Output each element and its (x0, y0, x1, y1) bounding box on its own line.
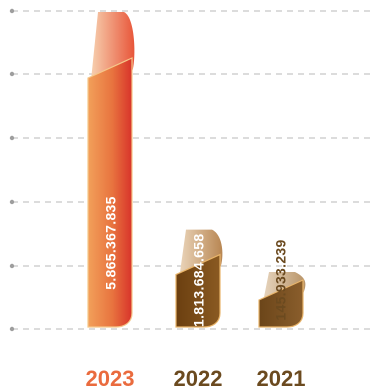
value-label-2023: 5.865.367.835 (103, 196, 119, 289)
bar-2023 (87, 12, 135, 328)
bar-2023-body (87, 57, 133, 328)
category-label-2022: 2022 (174, 366, 223, 391)
value-label-2022: 1.813.684.658 (191, 234, 207, 327)
category-label-2021: 2021 (257, 366, 306, 391)
category-labels: 2023 2022 2021 (86, 366, 306, 391)
bars (87, 12, 306, 328)
gridline-dot (9, 135, 15, 141)
gridline-dot (9, 8, 15, 14)
category-label-2023: 2023 (86, 366, 135, 391)
gridline-dot (9, 71, 15, 77)
bar-2021 (258, 272, 306, 328)
bar-2021-body (258, 279, 304, 328)
gridline-dot (9, 199, 15, 205)
bar-2022 (175, 229, 223, 328)
gridline-dot (9, 263, 15, 269)
bar-2022-body (175, 253, 221, 328)
value-labels: 5.865.367.835 1.813.684.658 145.933.239 (103, 196, 289, 327)
gridline-dot (9, 326, 15, 332)
value-label-2021: 145.933.239 (273, 239, 289, 320)
